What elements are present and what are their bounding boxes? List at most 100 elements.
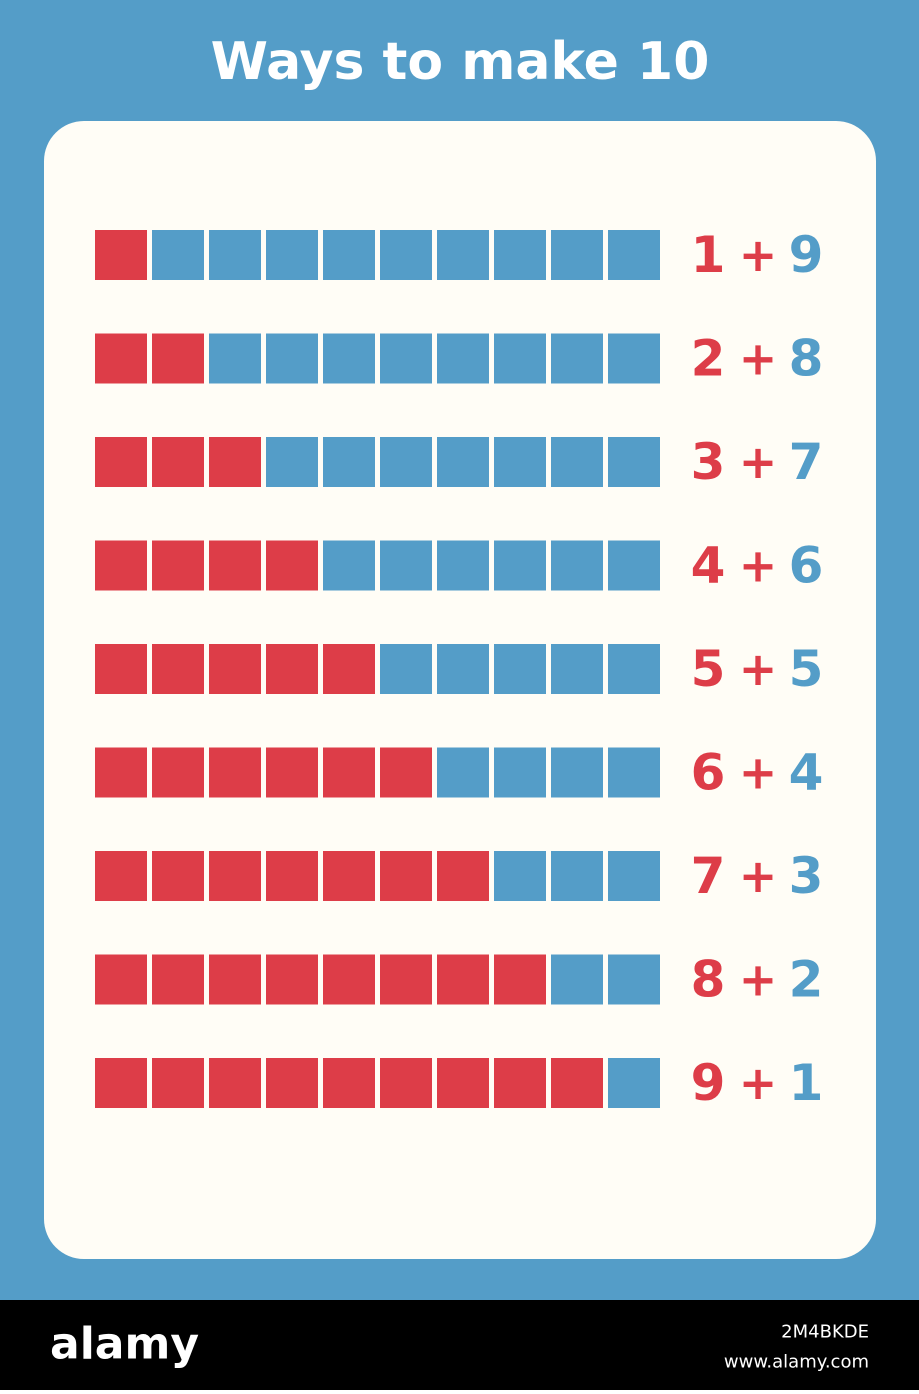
left-number: 1 [691,226,726,284]
blue-square [608,540,660,591]
blue-square [608,954,660,1005]
blue-square [266,230,318,280]
red-square [95,333,147,384]
blue-square [494,747,546,798]
blue-square [380,540,432,591]
blue-square [494,437,546,487]
red-square [437,1058,489,1108]
left-number: 3 [691,433,726,491]
right-number: 4 [789,744,824,802]
right-number: 2 [789,951,824,1009]
red-square [380,851,432,901]
operator: + [739,228,778,282]
red-square [95,644,147,694]
blue-square [551,954,603,1005]
blue-square [380,437,432,487]
blue-square [551,747,603,798]
red-square [209,954,261,1005]
left-number: 9 [691,1054,726,1112]
red-square [152,747,204,798]
right-number: 8 [789,330,824,388]
red-square [266,1058,318,1108]
red-square [152,540,204,591]
red-square [95,230,147,280]
blue-square [608,1058,660,1108]
blue-square [551,644,603,694]
blue-square [266,333,318,384]
image-id: 2M4BKDE [781,1322,869,1343]
red-square [95,437,147,487]
blue-square [608,851,660,901]
red-square [380,954,432,1005]
red-square [209,1058,261,1108]
blue-square [380,230,432,280]
blue-square [323,230,375,280]
red-square [494,954,546,1005]
blue-square [494,540,546,591]
blue-square [437,644,489,694]
blue-square [437,230,489,280]
red-square [152,851,204,901]
blue-square [437,540,489,591]
red-square [95,747,147,798]
red-square [380,1058,432,1108]
brand: alamy [50,1319,199,1370]
blue-square [494,644,546,694]
right-number: 9 [789,226,824,284]
blue-square [551,333,603,384]
red-square [437,954,489,1005]
operator: + [739,953,778,1007]
operator: + [739,332,778,386]
red-square [437,851,489,901]
blue-square [437,747,489,798]
left-number: 7 [691,847,726,905]
red-square [209,851,261,901]
footer-bar [0,1300,919,1390]
blue-square [323,540,375,591]
blue-square [380,333,432,384]
blue-square [608,230,660,280]
red-square [323,644,375,694]
blue-square [494,333,546,384]
blue-square [323,333,375,384]
red-square [266,747,318,798]
blue-square [380,644,432,694]
right-number: 3 [789,847,824,905]
right-number: 5 [789,640,824,698]
operator: + [739,642,778,696]
blue-square [266,437,318,487]
red-square [323,1058,375,1108]
red-square [551,1058,603,1108]
blue-square [551,437,603,487]
red-square [95,1058,147,1108]
operator: + [739,539,778,593]
red-square [266,954,318,1005]
blue-square [608,644,660,694]
red-square [266,540,318,591]
operator: + [739,435,778,489]
red-square [209,644,261,694]
operator: + [739,849,778,903]
right-number: 1 [789,1054,824,1112]
red-square [152,1058,204,1108]
red-square [152,644,204,694]
blue-square [209,333,261,384]
red-square [152,437,204,487]
left-number: 4 [691,537,726,595]
right-number: 7 [789,433,824,491]
blue-square [323,437,375,487]
operator: + [739,746,778,800]
blue-square [551,540,603,591]
red-square [209,437,261,487]
left-number: 8 [691,951,726,1009]
title: Ways to make 10 [211,32,710,92]
blue-square [494,851,546,901]
red-square [95,540,147,591]
red-square [266,644,318,694]
blue-square [608,437,660,487]
red-square [380,747,432,798]
red-square [494,1058,546,1108]
red-square [152,333,204,384]
